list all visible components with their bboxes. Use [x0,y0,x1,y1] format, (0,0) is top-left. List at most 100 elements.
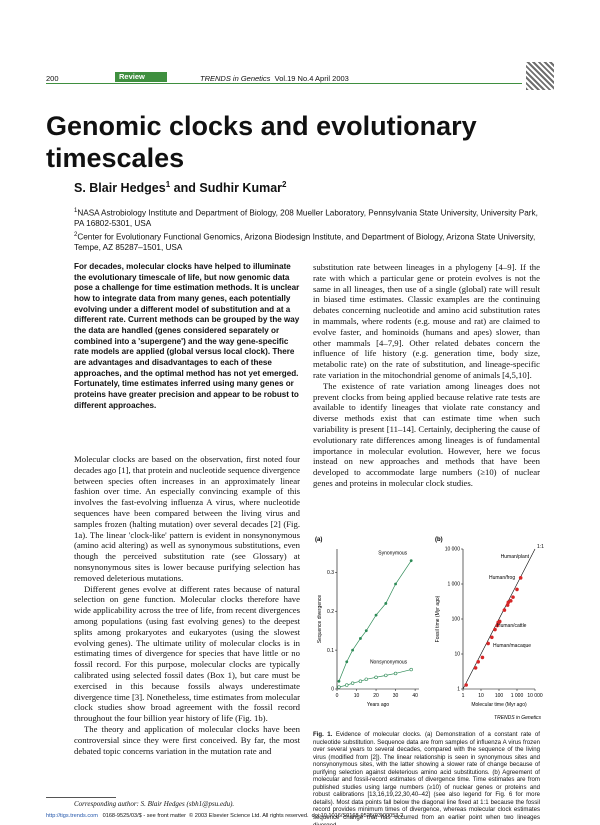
paragraph: The existence of rate variation among li… [313,380,540,488]
footer-copyright: © 2003 Elsevier Science Ltd. All rights … [189,813,309,819]
y-tick-label: 1 000 [447,582,460,588]
y-tick-label: 10 [454,652,460,658]
point [374,613,378,617]
figure: (a) 0 10 20 30 40 0 0.1 0.2 0.3 Years ago Sequence … [315,537,544,721]
affiliation: 2Center for Evolutionary Functional Geno… [74,230,544,254]
x-tick-label: 0 [336,693,339,699]
section-label: Review [119,72,145,81]
authors: S. Blair Hedges1 and Sudhir Kumar2 [74,180,286,195]
journal-line: TRENDS in Genetics Vol.19 No.4 April 200… [200,74,349,83]
section-tag: Review [115,72,167,82]
point [493,627,497,632]
point [502,608,507,612]
annotation: Human/cattle [497,623,527,629]
y-tick-label: 0.3 [327,570,334,576]
author-conjunction: and [173,181,196,196]
logo [526,62,554,90]
affiliation: 1NASA Astrobiology Institute and Departm… [74,206,544,230]
page-number: 200 [46,74,59,83]
paragraph: The theory and application of molecular … [74,723,300,756]
point [337,685,341,689]
point [345,683,349,687]
footer-issn: 0168-9525/03/$ - see front matter [102,813,186,819]
affiliation-number: 2 [74,231,78,238]
annotation: Human/plant [501,554,530,560]
paragraph: Different genes evolve at different rate… [74,583,300,724]
point [393,671,398,676]
footnote-rule [46,797,116,798]
x-tick-label: 10 [478,693,484,699]
point [511,595,515,599]
x-tick-label: 10 [354,693,360,699]
point [409,559,413,563]
paragraph: Molecular clocks are based on the observ… [74,454,300,583]
panel-label: (b) [435,537,443,543]
series-label: Nonsynonymous [370,660,408,666]
point [473,666,478,670]
caption-text: Evidence of molecular clocks. (a) Demons… [313,731,540,825]
point [495,623,500,628]
caption-label: Fig. 1. [313,731,333,738]
point [409,667,413,672]
affiliation-number: 1 [74,208,78,214]
affiliation-text: NASA Astrobiology Institute and Departme… [74,208,538,229]
paragraph: substitution rate between lineages in a … [313,262,540,380]
author-affiliation: 1 [165,180,171,189]
header-rule [46,83,522,84]
point [364,629,368,633]
y-axis-title: Fossil time (Myr ago) [435,595,441,642]
point [350,681,355,685]
point [337,679,341,683]
footer-url: http://tigs.trends.com [46,813,98,819]
right-column: substitution rate between lineages in a … [313,262,540,489]
annotation: Human/frog [489,575,515,581]
x-tick-label: 40 [412,693,418,699]
title: Genomic clocks and evolutionary timescal… [46,111,477,173]
y-tick-label: 1 [457,687,460,693]
x-axis-title: Molecular time (Myr ago) [471,702,527,708]
left-column: Molecular clocks are based on the observ… [74,454,300,756]
x-tick-label: 100 [495,693,504,699]
author-name: Sudhir Kumar [199,181,283,196]
x-tick-label: 1 [462,693,465,699]
x-tick-label: 10 000 [527,693,543,699]
x-tick-label: 1 000 [511,693,524,699]
series-label: Synonymous [378,551,407,557]
point [505,603,510,607]
x-axis-title: Years ago [367,702,390,708]
point [486,641,490,646]
affiliation-text: Center for Evolutionary Functional Genom… [74,232,536,252]
y-tick-label: 0.2 [327,609,334,615]
y-tick-label: 10 000 [445,547,461,553]
author-name: S. Blair Hedges [74,181,166,196]
journal-name: TRENDS in Genetics [200,74,271,83]
footnote: Corresponding author: S. Blair Hedges (s… [74,800,235,808]
point [394,582,397,586]
y-tick-label: 0.1 [327,648,334,654]
point [345,660,349,664]
abstract: For decades, molecular clocks have helpe… [74,262,300,410]
point [359,637,362,640]
point [508,599,513,603]
panel-label: (a) [315,537,322,543]
point [476,659,481,664]
point [480,655,485,660]
point [497,619,502,624]
y-axis-title: Sequence divergence [317,595,323,644]
point [384,673,388,678]
issue: Vol.19 No.4 April 2003 [274,74,349,83]
footer-doi: doi:10.1016/S0168-9525(03)00053-2 [311,813,404,819]
y-tick-label: 100 [452,617,461,623]
x-tick-label: 30 [393,693,399,699]
point [464,683,468,687]
diagonal [462,548,536,690]
author-affiliation: 2 [282,180,287,189]
footer: http://tigs.trends.com 0168-9525/03/$ - … [46,813,403,819]
x-tick-label: 20 [373,693,379,699]
affiliations: 1NASA Astrobiology Institute and Departm… [74,206,544,253]
point [515,587,519,592]
figure-credit: TRENDS in Genetics [494,715,541,721]
y-tick-label: 0 [331,687,334,693]
point [374,675,378,680]
